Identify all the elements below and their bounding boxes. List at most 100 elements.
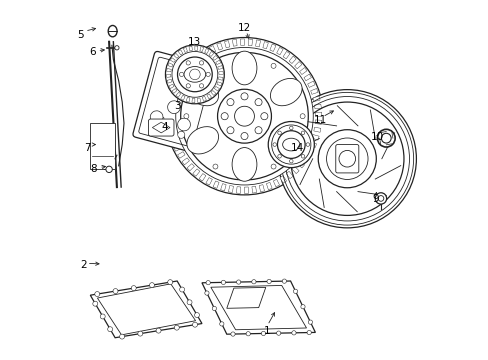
Polygon shape — [307, 81, 314, 87]
Circle shape — [307, 320, 312, 324]
Circle shape — [254, 127, 262, 134]
Polygon shape — [195, 46, 198, 50]
Polygon shape — [240, 39, 244, 45]
Ellipse shape — [186, 127, 218, 154]
Polygon shape — [236, 187, 240, 193]
Circle shape — [106, 166, 112, 172]
Polygon shape — [285, 171, 292, 179]
Polygon shape — [283, 51, 289, 59]
Circle shape — [100, 314, 105, 319]
Polygon shape — [218, 77, 223, 80]
Circle shape — [305, 143, 309, 146]
Text: 2: 2 — [80, 260, 86, 270]
Circle shape — [186, 84, 190, 88]
Circle shape — [167, 280, 172, 285]
Polygon shape — [199, 174, 205, 181]
Circle shape — [167, 101, 180, 113]
Circle shape — [276, 331, 280, 335]
Polygon shape — [171, 138, 178, 144]
Circle shape — [183, 114, 188, 119]
Circle shape — [374, 193, 386, 204]
Circle shape — [241, 132, 247, 140]
Circle shape — [163, 127, 171, 135]
Polygon shape — [314, 104, 321, 109]
Circle shape — [221, 113, 228, 120]
Circle shape — [194, 312, 199, 318]
Ellipse shape — [108, 26, 117, 37]
Circle shape — [179, 72, 183, 77]
Circle shape — [306, 330, 311, 335]
Circle shape — [301, 131, 304, 135]
Text: 5: 5 — [77, 30, 84, 40]
Polygon shape — [304, 74, 311, 81]
Circle shape — [293, 289, 297, 293]
Circle shape — [177, 131, 184, 138]
Polygon shape — [220, 184, 225, 191]
Polygon shape — [314, 120, 321, 124]
Circle shape — [113, 289, 118, 293]
Circle shape — [95, 292, 100, 297]
Polygon shape — [182, 158, 189, 165]
Circle shape — [156, 328, 161, 333]
Circle shape — [318, 130, 376, 188]
Text: 3: 3 — [174, 100, 180, 111]
Circle shape — [192, 322, 197, 327]
Polygon shape — [187, 164, 194, 171]
Circle shape — [268, 122, 314, 168]
Polygon shape — [191, 98, 195, 103]
Polygon shape — [167, 63, 172, 67]
Polygon shape — [208, 51, 213, 57]
Circle shape — [277, 131, 281, 135]
Polygon shape — [205, 177, 212, 185]
Circle shape — [138, 331, 142, 336]
Circle shape — [107, 327, 112, 332]
Polygon shape — [315, 112, 321, 116]
Polygon shape — [172, 85, 180, 91]
Circle shape — [186, 61, 190, 65]
Polygon shape — [211, 90, 216, 95]
Circle shape — [230, 332, 235, 336]
Text: 7: 7 — [84, 143, 91, 153]
Polygon shape — [224, 41, 229, 48]
Text: 6: 6 — [89, 48, 95, 57]
Text: 9: 9 — [371, 194, 378, 204]
Polygon shape — [308, 141, 316, 148]
Polygon shape — [175, 77, 183, 84]
Polygon shape — [212, 55, 217, 60]
Polygon shape — [310, 89, 317, 94]
Polygon shape — [90, 281, 202, 338]
Polygon shape — [169, 92, 177, 98]
Polygon shape — [181, 95, 184, 100]
Polygon shape — [255, 40, 260, 47]
Polygon shape — [259, 185, 264, 192]
Polygon shape — [206, 94, 211, 99]
Circle shape — [204, 291, 209, 295]
Circle shape — [93, 301, 98, 306]
Polygon shape — [176, 92, 181, 97]
Polygon shape — [204, 49, 209, 54]
Circle shape — [181, 53, 307, 180]
Polygon shape — [186, 97, 189, 102]
Circle shape — [205, 280, 210, 285]
Text: 13: 13 — [188, 37, 201, 47]
Polygon shape — [266, 183, 272, 190]
Polygon shape — [168, 100, 175, 105]
Polygon shape — [209, 46, 215, 53]
Polygon shape — [311, 135, 319, 140]
Circle shape — [289, 159, 292, 163]
Text: 14: 14 — [290, 143, 304, 153]
Circle shape — [260, 113, 267, 120]
Circle shape — [241, 93, 247, 100]
Circle shape — [289, 126, 292, 130]
Circle shape — [174, 77, 186, 90]
Polygon shape — [219, 71, 223, 75]
Circle shape — [377, 195, 383, 201]
Polygon shape — [183, 48, 187, 52]
Polygon shape — [202, 96, 206, 102]
Circle shape — [221, 280, 225, 284]
Polygon shape — [305, 148, 313, 155]
Polygon shape — [228, 185, 233, 193]
Circle shape — [272, 143, 276, 146]
Ellipse shape — [186, 78, 218, 106]
Circle shape — [149, 283, 154, 288]
